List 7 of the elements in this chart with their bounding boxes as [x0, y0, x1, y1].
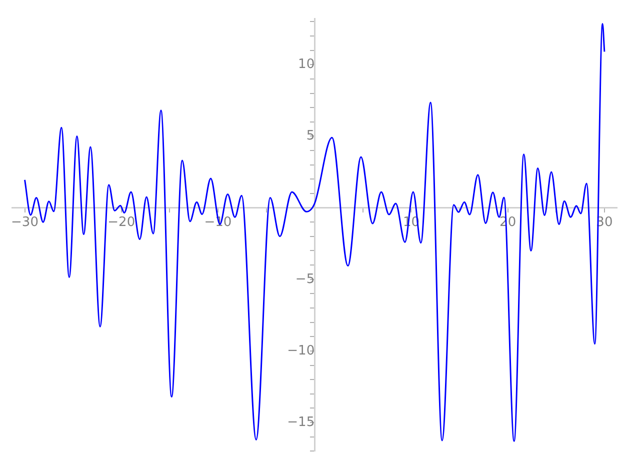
y-tick-label: 10	[298, 56, 315, 72]
y-tick-label: 5	[306, 128, 315, 144]
y-tick-label: −15	[287, 414, 315, 430]
x-tick-label: −30	[11, 214, 38, 230]
y-tick-label: −10	[287, 343, 315, 358]
x-tick-label: −20	[108, 214, 136, 230]
y-tick-label: −5	[295, 272, 315, 287]
